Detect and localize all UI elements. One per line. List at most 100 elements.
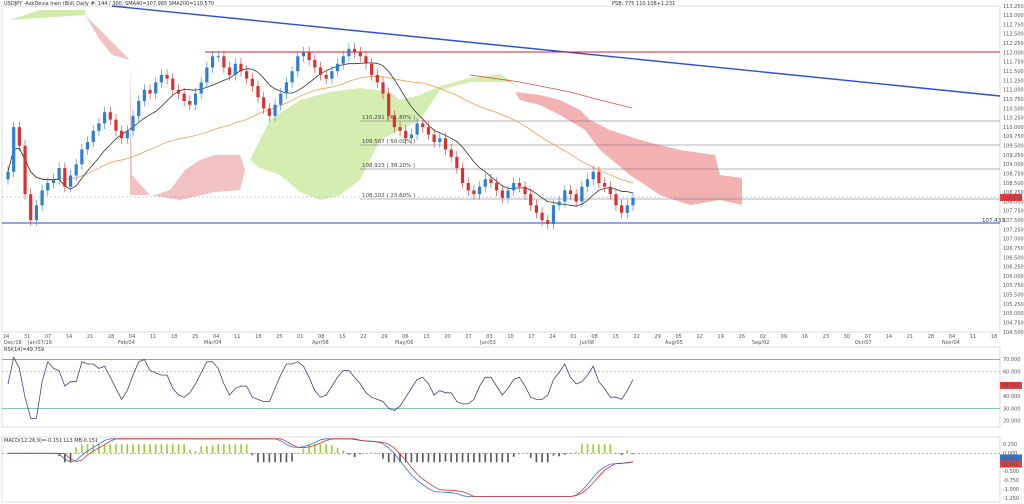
macd-tick-label: 0.250 bbox=[1003, 442, 1017, 448]
x-tick-label: 29 bbox=[381, 334, 387, 340]
macd-histogram-bar bbox=[575, 451, 577, 454]
x-tick-label: 18 bbox=[255, 334, 261, 340]
macd-label: MACD(12,26,9)=-0.151 LL3 MB-0.151 bbox=[4, 438, 98, 444]
x-tick-label: 04 bbox=[129, 334, 135, 340]
macd-histogram-bar bbox=[103, 444, 106, 454]
candle-body bbox=[591, 171, 595, 180]
x-tick-label: 11 bbox=[970, 334, 976, 340]
price-tick-label: 110.500 bbox=[1003, 106, 1024, 112]
macd-histogram-bar bbox=[291, 453, 293, 462]
x-month-label: Apr/08 bbox=[312, 340, 329, 346]
candle-body bbox=[614, 194, 618, 206]
macd-histogram-bar bbox=[245, 444, 248, 454]
macd-tick-label: -0.750 bbox=[1003, 478, 1019, 484]
candle-body bbox=[387, 93, 391, 116]
x-tick-label: 07 bbox=[865, 334, 871, 340]
macd-histogram-bar bbox=[336, 447, 339, 454]
x-month-label: Sep/02 bbox=[752, 340, 769, 346]
macd-histogram-bar bbox=[228, 444, 231, 454]
x-tick-label: 15 bbox=[612, 334, 618, 340]
candle-body bbox=[517, 182, 521, 187]
candle-body bbox=[512, 182, 516, 191]
candle-body bbox=[68, 175, 73, 187]
candle-body bbox=[102, 112, 107, 124]
candle-body bbox=[182, 93, 186, 102]
price-tick-label: 107.750 bbox=[1003, 209, 1024, 215]
macd-histogram-bar bbox=[302, 448, 305, 454]
candle-body bbox=[557, 201, 561, 206]
rsi-line bbox=[7, 356, 634, 419]
candle-body bbox=[364, 56, 368, 64]
x-month-label: Jul/08 bbox=[579, 340, 594, 346]
price-tick-label: 109.750 bbox=[1003, 134, 1024, 140]
price-tick-label: 108.000 bbox=[1003, 199, 1024, 205]
candle-body bbox=[97, 123, 101, 131]
candle-body bbox=[472, 190, 476, 195]
macd-histogram-bar bbox=[98, 444, 100, 454]
current-price-label: 107.433 bbox=[982, 218, 1005, 224]
macd-histogram-bar bbox=[410, 453, 413, 463]
macd-signal-line bbox=[8, 438, 634, 497]
macd-histogram-bar bbox=[240, 444, 242, 454]
x-tick-label: 16 bbox=[802, 334, 808, 340]
macd-histogram-bar bbox=[268, 453, 271, 463]
rsi-label: RSI(14)=49.759 bbox=[4, 347, 44, 353]
x-month-label: Jun/03 bbox=[479, 340, 496, 346]
x-tick-label: 21 bbox=[87, 334, 93, 340]
macd-histogram-bar bbox=[359, 453, 362, 455]
candle-body bbox=[563, 190, 567, 202]
candle-body bbox=[313, 60, 317, 68]
candle-body bbox=[57, 168, 61, 180]
macd-histogram-bar bbox=[251, 453, 254, 456]
macd-value-box bbox=[1000, 454, 1022, 462]
price-tick-label: 106.000 bbox=[1003, 274, 1024, 280]
x-tick-label: 07 bbox=[45, 334, 51, 340]
macd-histogram-bar bbox=[171, 444, 174, 454]
chart-title-right: PSB: 775 110.108+1.231 bbox=[612, 1, 675, 7]
candle-body bbox=[114, 119, 118, 131]
macd-histogram-bar bbox=[109, 444, 112, 454]
candle-body bbox=[222, 56, 226, 68]
candle-body bbox=[495, 182, 499, 191]
candle-body bbox=[358, 52, 362, 57]
x-tick-label: 17 bbox=[528, 334, 534, 340]
macd-histogram-bar bbox=[387, 453, 390, 463]
candle-body bbox=[12, 127, 16, 172]
x-tick-label: 24 bbox=[549, 334, 555, 340]
macd-histogram-bar bbox=[586, 444, 589, 454]
macd-histogram-bar bbox=[603, 444, 606, 454]
x-tick-label: 05 bbox=[675, 334, 681, 340]
candle-body bbox=[63, 168, 67, 187]
price-tick-label: 107.500 bbox=[1003, 218, 1024, 224]
candle-body bbox=[301, 52, 306, 57]
macd-histogram-bar bbox=[558, 453, 560, 457]
candle-body bbox=[176, 89, 181, 94]
macd-histogram-bar bbox=[120, 444, 123, 454]
candle-body bbox=[188, 101, 192, 105]
fib-level-label: 108.102 ( 23.60% ) bbox=[362, 193, 415, 199]
macd-histogram-bar bbox=[223, 444, 225, 454]
rsi-tick-label: 20.000 bbox=[1003, 419, 1021, 425]
macd-histogram-bar bbox=[450, 453, 452, 463]
x-tick-label: 13 bbox=[423, 334, 429, 340]
x-tick-label: 18 bbox=[171, 334, 177, 340]
ichimoku-cloud-bearish bbox=[85, 15, 245, 200]
macd-histogram-bar bbox=[149, 444, 151, 454]
candle-body bbox=[290, 71, 294, 83]
price-tick-label: 105.500 bbox=[1003, 293, 1024, 299]
candle-body bbox=[585, 179, 590, 187]
candle-body bbox=[148, 89, 152, 94]
macd-histogram-bar bbox=[342, 450, 345, 454]
x-tick-label: 20 bbox=[444, 334, 450, 340]
price-tick-label: 108.250 bbox=[1003, 190, 1024, 196]
rsi-tick-label: 70.000 bbox=[1003, 357, 1021, 363]
x-tick-label: 03 bbox=[486, 334, 492, 340]
macd-histogram-bar bbox=[495, 453, 498, 463]
candle-body bbox=[171, 78, 175, 90]
macd-histogram-bar bbox=[69, 453, 72, 463]
x-tick-label: 08 bbox=[591, 334, 597, 340]
candle-body bbox=[284, 82, 289, 94]
macd-histogram-bar bbox=[512, 453, 515, 457]
